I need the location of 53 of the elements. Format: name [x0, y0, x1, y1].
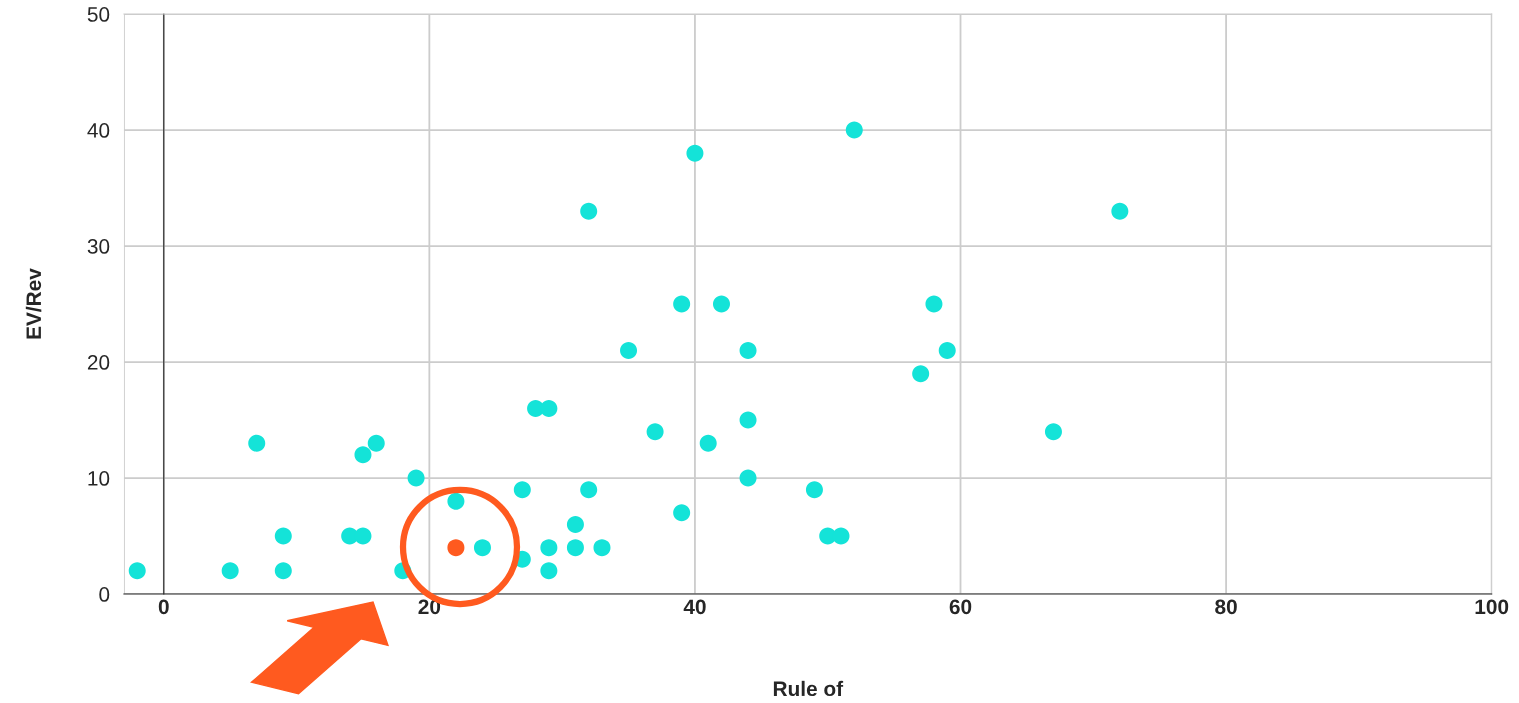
y-tick-label: 30 — [87, 239, 110, 254]
point — [513, 481, 531, 499]
point — [221, 562, 239, 580]
point — [845, 121, 863, 139]
point — [274, 562, 292, 580]
point — [580, 202, 598, 220]
point — [407, 469, 425, 487]
y-tick-label: 0 — [99, 587, 110, 602]
point — [354, 527, 372, 545]
point — [580, 481, 598, 499]
point — [1111, 202, 1129, 220]
y-tick-label: 50 — [87, 7, 110, 22]
x-tick-label: 80 — [1215, 599, 1237, 615]
x-tick-label: 40 — [683, 599, 706, 615]
point — [274, 527, 292, 545]
point — [646, 423, 664, 441]
x-tick-label: 60 — [949, 599, 972, 615]
point — [832, 527, 850, 545]
point — [540, 399, 558, 417]
point — [686, 144, 704, 162]
point — [354, 446, 372, 464]
point — [566, 539, 584, 557]
point — [248, 434, 266, 452]
point — [739, 411, 757, 429]
x-tick-label: 0 — [158, 599, 169, 615]
point — [699, 434, 717, 452]
point — [673, 295, 691, 313]
point — [128, 562, 146, 580]
point — [1044, 423, 1062, 441]
point — [593, 539, 611, 557]
point — [673, 504, 691, 522]
point — [540, 539, 558, 557]
point — [739, 341, 757, 359]
point — [566, 515, 584, 533]
point — [912, 365, 930, 383]
point — [540, 562, 558, 580]
point — [447, 492, 465, 510]
x-tick-label: 100 — [1475, 599, 1509, 615]
x-axis-title: Rule of — [773, 680, 844, 697]
y-tick-label: 20 — [87, 355, 110, 370]
point — [620, 341, 638, 359]
y-tick-label: 10 — [88, 471, 110, 486]
y-axis-title: EV/Rev — [25, 268, 42, 339]
point — [938, 341, 956, 359]
point — [447, 539, 465, 557]
x-tick-label: 20 — [418, 599, 441, 615]
point — [805, 481, 823, 499]
point — [712, 295, 730, 313]
y-tick-label: 40 — [87, 123, 110, 138]
point — [473, 539, 491, 557]
point — [367, 434, 385, 452]
point — [739, 469, 757, 487]
point — [925, 295, 943, 313]
